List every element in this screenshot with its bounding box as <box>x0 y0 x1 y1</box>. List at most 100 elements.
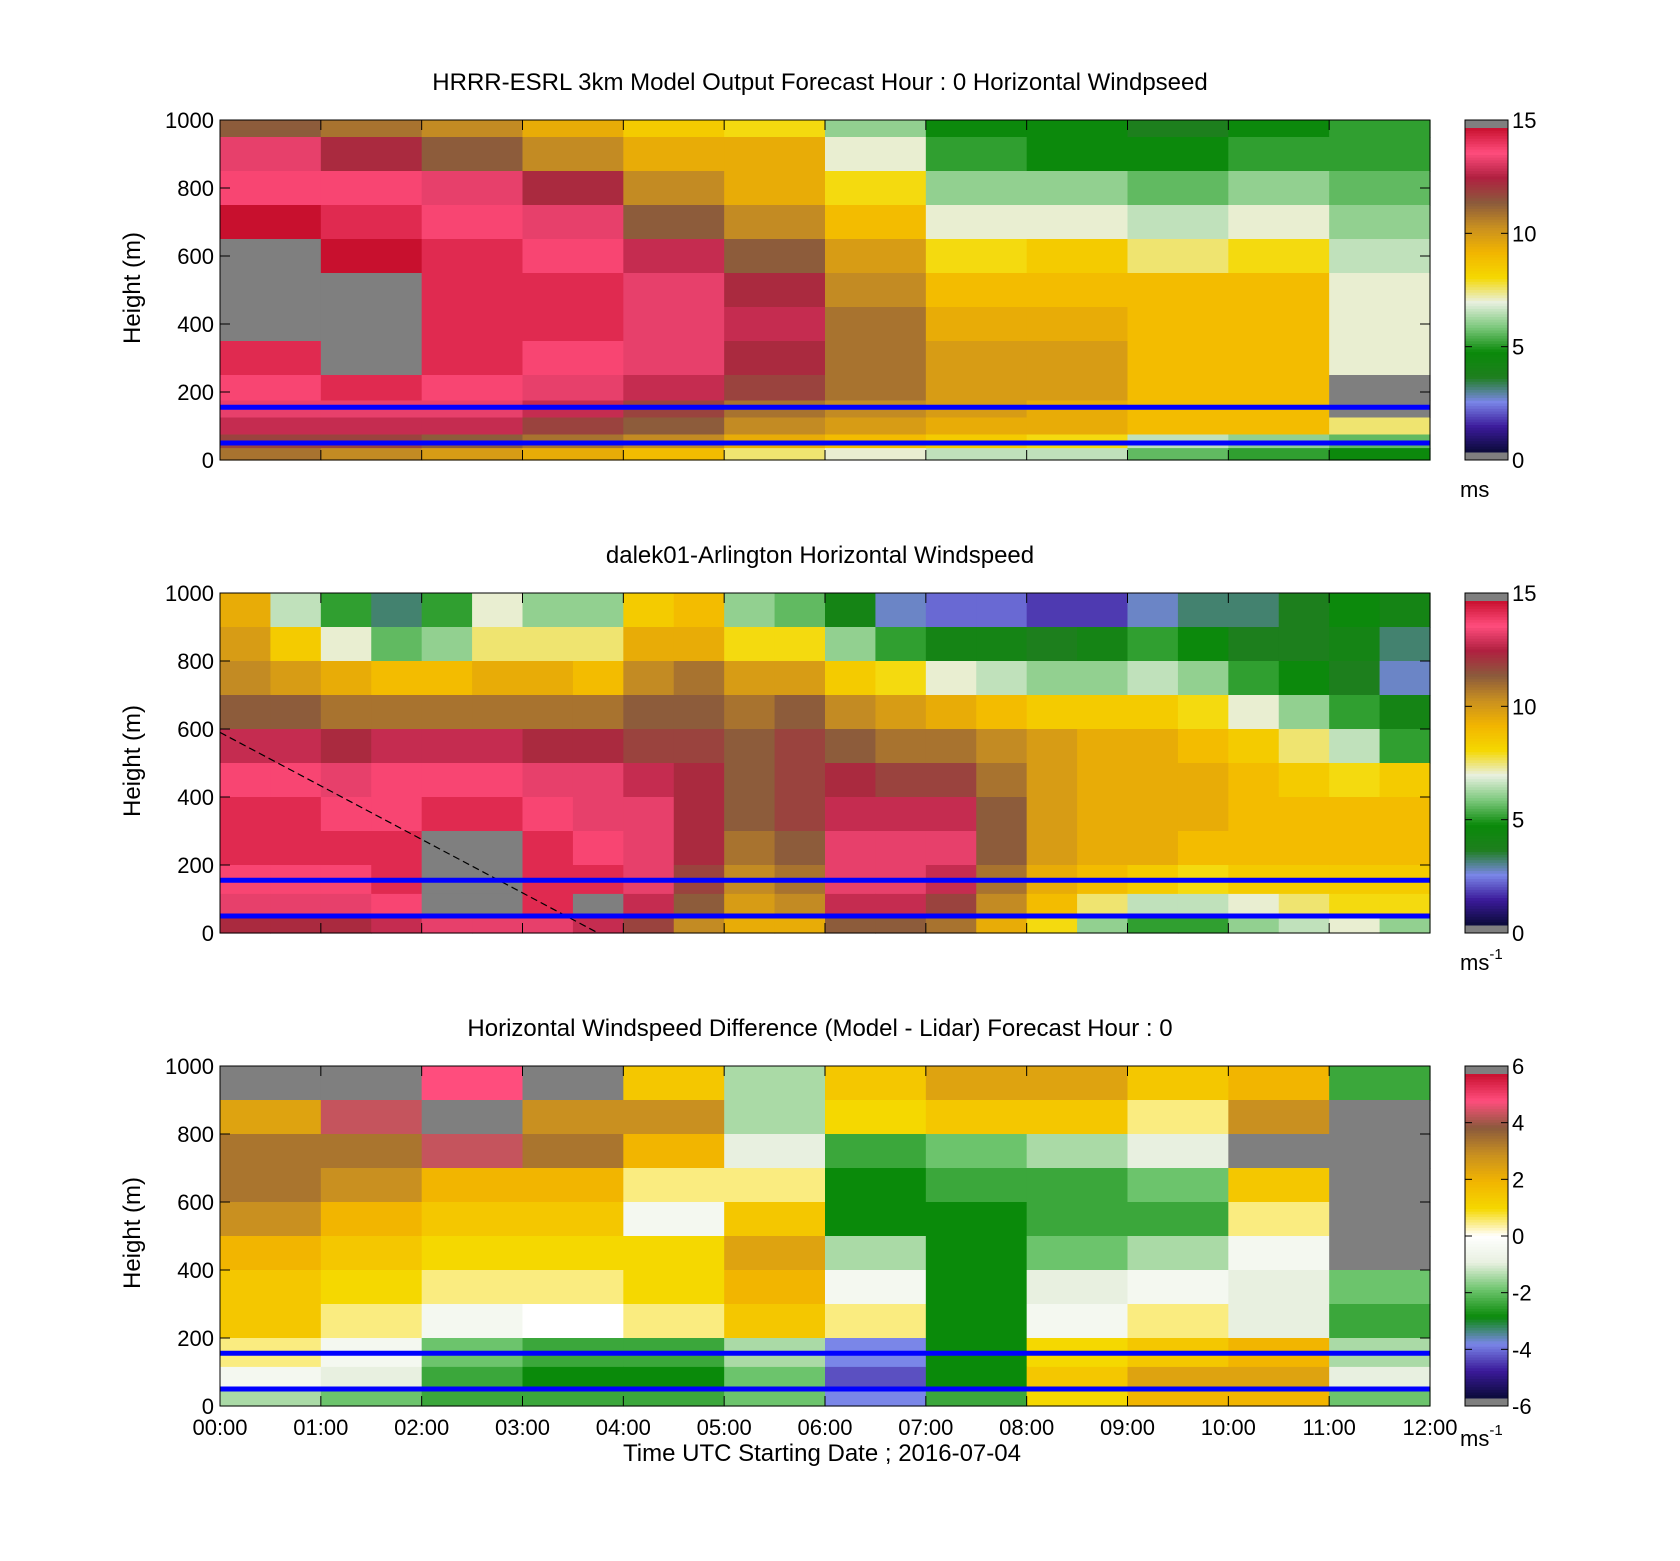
colorbar-segment <box>1465 763 1508 767</box>
heatmap-cell <box>1026 661 1078 696</box>
colorbar-segment <box>1465 906 1508 910</box>
colorbar-segment <box>1465 1079 1508 1083</box>
heatmap-cell <box>1228 375 1330 402</box>
heatmap-cell <box>1228 307 1330 342</box>
heatmap-cell <box>825 1168 927 1203</box>
colorbar-segment <box>1465 1128 1508 1132</box>
colorbar-segment <box>1465 1314 1508 1318</box>
colorbar-unit-base: ms <box>1460 950 1489 975</box>
colorbar-segment <box>1465 1103 1508 1107</box>
heatmap-cell <box>1026 307 1129 342</box>
colorbar-segment <box>1465 808 1508 813</box>
heatmap-cell <box>774 661 826 696</box>
colorbar-segment <box>1465 752 1508 756</box>
colorbar-segment <box>1465 827 1508 831</box>
colorbar-segment <box>1465 1295 1508 1299</box>
heatmap-cell <box>976 914 1028 934</box>
colorbar-segment <box>1465 287 1508 291</box>
heatmap-cell <box>724 273 826 308</box>
heatmap-cell <box>220 307 322 342</box>
heatmap-cell <box>825 914 877 934</box>
colorbar-segment <box>1465 376 1508 380</box>
heatmap-cell <box>421 307 524 342</box>
x-tick-label: 05:00 <box>697 1415 752 1440</box>
colorbar-segment <box>1465 1225 1508 1229</box>
colorbar-segment <box>1465 1138 1508 1142</box>
heatmap-cell <box>976 661 1028 696</box>
heatmap-cell <box>1177 893 1229 915</box>
colorbar-segment <box>1465 725 1508 729</box>
panel-difference-colorbar: -6 -4 -2 0 2 4 6 ms-1 <box>1460 1054 1532 1451</box>
heatmap-cell <box>925 1168 1028 1203</box>
colorbar-segment <box>1465 303 1508 307</box>
heatmap-cell <box>724 763 776 798</box>
colorbar-segment <box>1465 279 1508 283</box>
heatmap-cell <box>522 307 624 342</box>
colorbar-segment <box>1465 628 1508 632</box>
colorbar-segment <box>1465 155 1508 159</box>
panel-model-x-ticks <box>219 120 1431 460</box>
heatmap-cell <box>1177 593 1229 628</box>
heatmap-cell <box>472 729 524 764</box>
heatmap-cell <box>1077 893 1129 915</box>
heatmap-cell <box>220 893 272 915</box>
heatmap-cell <box>623 448 725 461</box>
heatmap-cell <box>1329 120 1431 138</box>
colorbar-segment <box>1465 392 1508 396</box>
heatmap-cell <box>623 914 675 934</box>
colorbar-segment <box>1465 257 1508 261</box>
colorbar-segment <box>1465 1317 1508 1321</box>
heatmap-cell <box>925 797 977 832</box>
heatmap-cell <box>825 593 877 628</box>
colorbar-segment <box>1465 800 1508 804</box>
heatmap-cell <box>270 914 322 934</box>
heatmap-cell <box>421 893 473 915</box>
heatmap-cell <box>320 593 372 628</box>
colorbar-unit-exponent: -1 <box>1489 1422 1502 1439</box>
colorbar-segment <box>1465 1395 1508 1399</box>
heatmap-cell <box>724 341 826 376</box>
colorbar-segment <box>1465 325 1508 329</box>
colorbar-segment <box>1465 349 1508 353</box>
colorbar-segment <box>1465 327 1508 331</box>
heatmap-cell <box>925 171 1028 206</box>
heatmap-cell <box>1077 831 1129 866</box>
heatmap-cell <box>1127 627 1179 662</box>
heatmap-cell <box>724 1134 826 1169</box>
heatmap-cell <box>724 831 776 866</box>
heatmap-cell <box>522 1066 624 1101</box>
heatmap-cell <box>522 1236 624 1271</box>
heatmap-cell <box>1278 763 1330 798</box>
colorbar-segment <box>1465 1098 1508 1102</box>
heatmap-cell <box>1228 273 1330 308</box>
heatmap-cell <box>1329 797 1381 832</box>
heatmap-cell <box>1228 239 1330 274</box>
colorbar-segment <box>1465 281 1508 286</box>
heatmap-cell <box>1278 627 1330 662</box>
colorbar-segment <box>1465 1192 1508 1196</box>
heatmap-cell <box>1329 661 1381 696</box>
colorbar-segment <box>1465 335 1508 340</box>
heatmap-cell <box>623 1134 725 1169</box>
heatmap-cell <box>875 763 927 798</box>
heatmap-cell <box>320 1066 423 1101</box>
colorbar-segment <box>1465 719 1508 723</box>
heatmap-cell <box>976 729 1028 764</box>
colorbar-frame <box>1464 119 1509 461</box>
colorbar-segment <box>1465 1335 1508 1340</box>
heatmap-cell <box>1329 893 1381 915</box>
colorbar-segment <box>1465 1387 1508 1391</box>
heatmap-cell <box>1329 1270 1431 1305</box>
heatmap-cell <box>623 1236 725 1271</box>
heatmap-cell <box>421 1134 524 1169</box>
colorbar-segment <box>1465 1379 1508 1383</box>
heatmap-cell <box>1278 914 1330 934</box>
colorbar-segment <box>1465 1133 1508 1137</box>
colorbar-segment <box>1465 1287 1508 1291</box>
heatmap-cell <box>825 627 877 662</box>
heatmap-cell <box>1026 375 1129 402</box>
panel-difference-heatmap <box>219 1065 1431 1407</box>
heatmap-cell <box>320 661 372 696</box>
heatmap-cell <box>1228 1168 1330 1203</box>
